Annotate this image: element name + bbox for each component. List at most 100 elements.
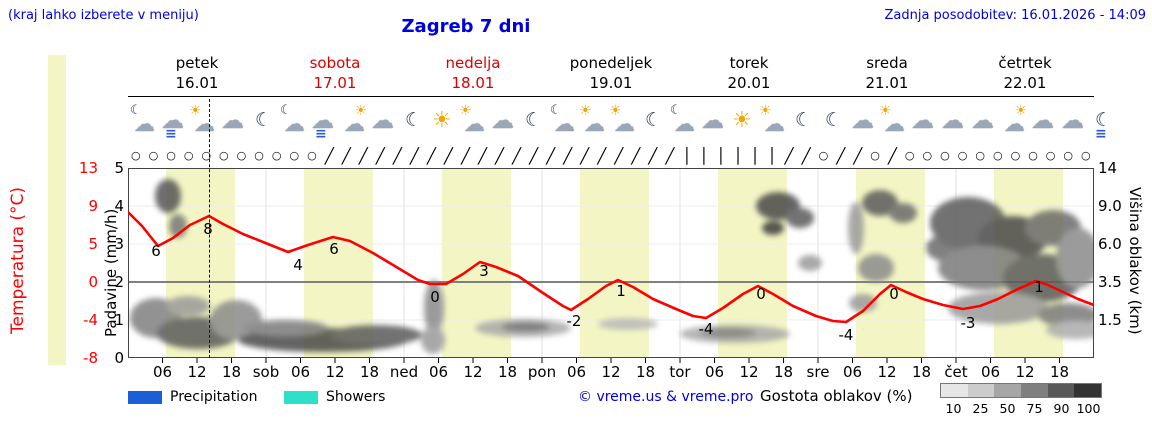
wind-barb-icon: ╱ <box>597 146 607 165</box>
sun-cloud-glyph: ☁ <box>194 112 215 136</box>
cloud-blob <box>1046 321 1094 339</box>
sun-cloud-glyph: ☁ <box>614 112 635 136</box>
cloud-blob <box>1056 228 1094 288</box>
x-axis-tick: sre <box>806 363 830 381</box>
last-update-text: Zadnja posodobitev: 16.01.2026 - 14:09 <box>884 8 1146 23</box>
wind-barb-row: ○ ○ ○ ○ ○ ○ ○ ○ ○ ○ ○ ╱ ╱ ╱ ╱ ╱ ╱ ╱ ╱ ╱ ╱ ╱ ╱ ╱ ╱ ╱ ╱ ╱ ╱ ╱ ╱ ╱ │ │ │ │ │ │ ╱ ╱… <box>128 145 1094 166</box>
icon-day-group: ☾ ☁ ☁ ≡ ☀ ☁ ☁ ☾ <box>278 98 428 144</box>
wind-barb-icon: ╱ <box>341 146 351 165</box>
moon-cloud-glyph: ☾ <box>130 103 142 118</box>
temperature-value-label: 6 <box>151 242 161 260</box>
sun-cloud-glyph: ☁ <box>464 112 485 136</box>
temperature-value-label: -4 <box>699 320 714 338</box>
moon-icon: ☾ <box>398 101 428 141</box>
day-name: petek <box>175 54 219 72</box>
cloud-blob <box>786 208 814 228</box>
precipitation-legend-label: Precipitation <box>170 389 258 405</box>
sun-icon: ☀ <box>728 101 758 141</box>
x-axis-tick: tor <box>669 363 691 381</box>
day-name: četrtek <box>998 54 1052 72</box>
calm-wind-icon: ○ <box>183 149 194 162</box>
day-header: petek 16.01 <box>128 53 266 95</box>
x-axis-tick: 18 <box>359 363 380 381</box>
x-axis-tick: 18 <box>1049 363 1070 381</box>
cloud-scale-segment <box>994 384 1022 397</box>
cloud-glyph: ☁ <box>851 108 874 134</box>
calm-wind-icon: ○ <box>219 149 229 162</box>
cloud-sun-glyph: ☀ <box>354 103 367 119</box>
fog-icon: ☁ ≡ <box>308 101 338 142</box>
day-date: 18.01 <box>451 74 495 93</box>
copyright-link[interactable]: © vreme.us & vreme.pro <box>578 389 754 405</box>
cloud-scale-segment <box>967 384 995 397</box>
temp-tick: 0 <box>88 273 98 291</box>
wind-barb-icon: ╱ <box>631 146 641 165</box>
calm-wind-icon: ○ <box>904 149 915 162</box>
calm-wind-icon: ○ <box>148 149 159 162</box>
wind-barb-icon: ╱ <box>546 146 556 165</box>
cloud-height-axis-label: Višina oblakov (km) <box>1126 186 1144 335</box>
cloud-height-tick: 6.0 <box>1098 235 1122 253</box>
moon-glyph: ☾ <box>825 109 843 131</box>
moon-cloud-glyph: ☁ <box>554 112 575 136</box>
calm-wind-icon: ○ <box>236 149 247 162</box>
cloud-glyph: ☁ <box>371 108 394 134</box>
cloud-density-scale-labels: 10 25 50 75 90 100 <box>940 401 1102 416</box>
cloud-blob <box>862 190 898 216</box>
temperature-line <box>128 210 1094 324</box>
sun-glyph: ☀ <box>432 108 452 133</box>
wind-barb-icon: ╱ <box>853 146 863 165</box>
cloud-height-tick: 3.5 <box>1098 273 1122 291</box>
temperature-value-label: 0 <box>889 285 899 303</box>
wind-barb-icon: │ <box>682 146 692 165</box>
sun-cloud-icon: ☀ ☁ <box>608 101 638 141</box>
temperature-value-label: -3 <box>961 314 976 332</box>
cloud-icon: ☁ <box>1028 101 1058 141</box>
wind-barb-icon: ╱ <box>836 146 846 165</box>
day-headers: petek 16.01 sobota 17.01 nedelja 18.01 ponedel… <box>128 53 1094 95</box>
x-axis-tick: pon <box>527 363 557 381</box>
temp-tick: -8 <box>83 349 98 367</box>
cloud-blob <box>155 179 181 213</box>
wind-barb-icon: ╱ <box>426 146 436 165</box>
temp-tick: 9 <box>88 197 98 215</box>
moon-icon: ☾ <box>518 101 548 141</box>
current-time-dashed-line <box>209 99 210 358</box>
moon-cloud-icon: ☾ ☁ <box>668 101 698 141</box>
cloud-glyph: ☁ <box>491 108 514 134</box>
calm-wind-icon: ○ <box>975 149 985 162</box>
precip-tick: 3 <box>114 235 124 253</box>
cloud-sun-glyph: ☀ <box>1014 103 1027 119</box>
fog-glyph: ≡ <box>315 126 327 142</box>
moon-cloud-glyph: ☁ <box>134 112 155 136</box>
moon-fog-glyph: ☾ <box>1095 109 1113 131</box>
wind-barb-icon: │ <box>767 146 777 165</box>
x-axis-tick: čet <box>944 363 968 381</box>
x-axis-tick: 18 <box>635 363 656 381</box>
cloud-glyph: ☁ <box>221 108 244 134</box>
temperature-value-label: -4 <box>839 326 854 344</box>
day-name: sobota <box>309 54 361 72</box>
x-axis-tick: 06 <box>704 363 725 381</box>
menu-hint-text: (kraj lahko izberete v meniju) <box>8 8 199 23</box>
cloud-sun-icon: ☀ ☁ <box>338 101 368 141</box>
sun-cloud-icon: ☀ ☁ <box>758 101 788 141</box>
cloud-blob <box>848 202 864 254</box>
calm-wind-icon: ○ <box>870 149 880 162</box>
day-date: 21.01 <box>865 74 909 93</box>
precip-tick: 2 <box>114 273 124 291</box>
wind-barb-icon: ╱ <box>784 146 794 165</box>
cloud-glyph: ☁ <box>971 108 994 134</box>
wind-barb-icon: ╱ <box>477 146 488 165</box>
calm-wind-icon: ○ <box>1045 149 1056 162</box>
sun-glyph: ☀ <box>732 108 752 133</box>
sun-cloud-glyph: ☀ <box>189 103 202 119</box>
calm-wind-icon: ○ <box>922 149 933 162</box>
wind-barb-icon: ╱ <box>665 146 675 165</box>
moon-icon: ☾ <box>638 101 668 141</box>
sun-cloud-icon: ☀ ☁ <box>458 101 488 141</box>
wind-barb-icon: ╱ <box>460 146 470 165</box>
left-daylight-strip <box>48 55 66 365</box>
wind-barb-icon: ╱ <box>392 146 402 165</box>
